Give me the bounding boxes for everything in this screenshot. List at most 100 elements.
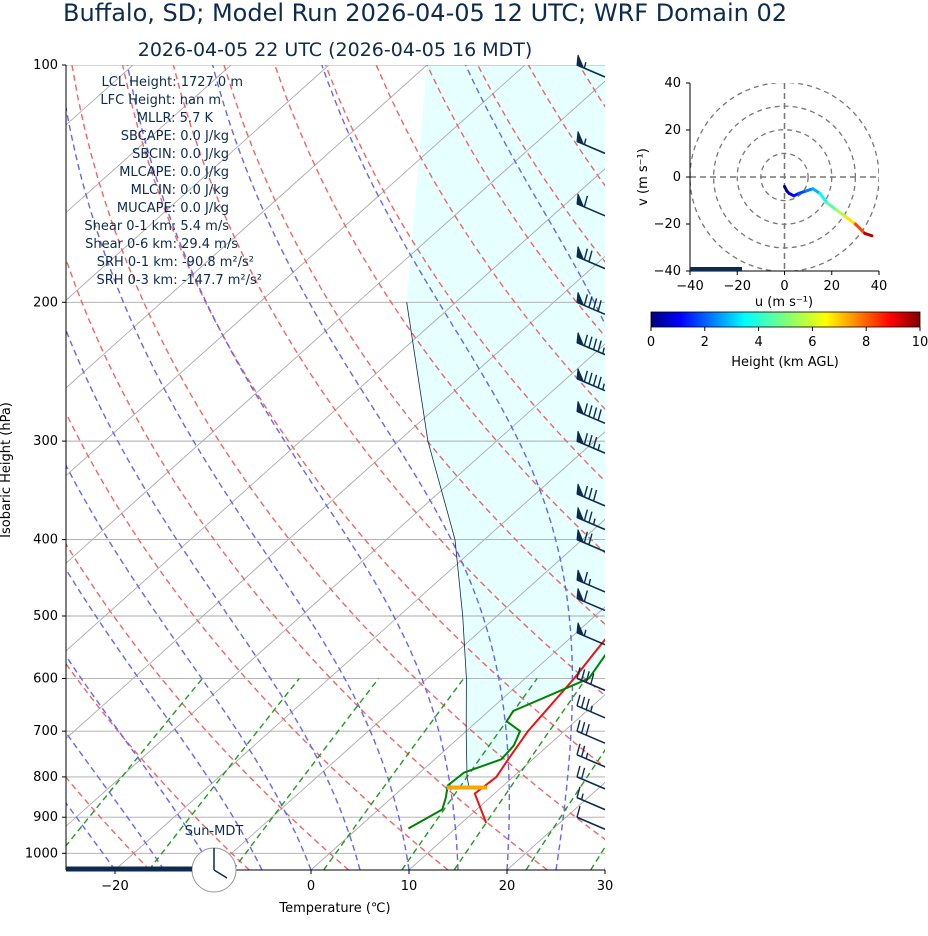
hodograph-trace [783, 184, 874, 238]
skewt-y-axis-label: Isobaric Height (hPa) [0, 402, 14, 538]
moist-adiabat-line [211, 65, 510, 870]
wind-barb [576, 806, 606, 830]
pressure-tick-label: 500 [33, 609, 58, 624]
isotherm-line [66, 65, 428, 389]
pressure-tick-label: 800 [33, 770, 58, 785]
wind-barb [576, 694, 606, 719]
hodograph-v-tick-label: 20 [664, 123, 681, 138]
hodograph-v-tick-label: −40 [654, 264, 681, 279]
hodograph-u-tick-label: −40 [676, 279, 703, 294]
moist-adiabat-line [703, 65, 890, 870]
pressure-tick-label: 100 [33, 58, 58, 73]
dry-adiabat-line [833, 65, 928, 870]
wind-barb [576, 588, 606, 612]
isotherm-line [66, 65, 526, 477]
wind-barb [576, 765, 606, 790]
hodograph-segment [863, 231, 874, 238]
dry-adiabat-line [731, 65, 928, 870]
colorbar-tick-label: 8 [862, 335, 870, 350]
stat-sbcin: SBCIN: 0.0 J/kg [132, 147, 229, 162]
sounding-statistics: LCL Height: 1727.0 m LFC Height: nan m M… [84, 75, 262, 288]
hodograph-u-tick-labels: −40 −20 0 20 40 [676, 271, 887, 294]
wind-barb [576, 368, 606, 392]
moist-adiabat-lines [66, 65, 890, 870]
dry-adiabat-line [71, 65, 605, 841]
hodograph-u-tick-label: −20 [724, 279, 751, 294]
temperature-tick-label: 30 [597, 879, 614, 894]
hodograph-panel: −40 −20 0 20 40 −40 −20 0 20 40 u (m s⁻¹) v (m s… [636, 76, 887, 310]
mixing-ratio-line [590, 845, 605, 870]
stat-mllr: MLLR: 5.7 K [137, 111, 214, 126]
dry-adiabat-line [66, 542, 350, 870]
pressure-tick-label: 600 [33, 671, 58, 686]
wind-barb [576, 401, 606, 425]
pressure-tick-label: 900 [33, 810, 58, 825]
hodograph-segment [834, 208, 848, 219]
wind-barb [576, 483, 606, 507]
moist-adiabat-line [126, 65, 459, 870]
stat-shear-0-6: Shear 0-6 km: 29.4 m/s [85, 237, 238, 252]
dry-adiabat-line [884, 65, 928, 870]
pressure-tick-label: 400 [33, 533, 58, 548]
wind-barb [576, 786, 606, 811]
dry-adiabat-line [66, 257, 548, 870]
dry-adiabat-line [172, 65, 605, 697]
wind-barb-column [576, 54, 606, 830]
wind-barb [576, 131, 606, 155]
skewt-x-axis-label: Temperature (℃) [278, 901, 390, 916]
hodograph-segment [818, 191, 829, 205]
hodograph-y-axis-label: v (m s⁻¹) [636, 148, 651, 206]
chart-title: Buffalo, SD; Model Run 2026-04-05 12 UTC… [63, 0, 787, 27]
colorbar-tick-label: 6 [808, 335, 816, 350]
isotherm-line [66, 65, 330, 301]
isotherm-line [310, 606, 605, 870]
stat-mlcin: MLCIN: 0.0 J/kg [131, 183, 229, 198]
colorbar-tick-label: 4 [754, 335, 762, 350]
pressure-tick-label: 700 [33, 724, 58, 739]
temperature-tick-labels: −20 0 10 20 30 [101, 870, 613, 894]
wind-barb [576, 332, 606, 356]
temperature-profile-line [473, 638, 605, 824]
temperature-tick-label: 0 [307, 879, 315, 894]
stat-srh-0-1: SRH 0-1 km: -90.8 m²/s² [97, 255, 254, 270]
moist-adiabat-line [66, 328, 361, 870]
mixing-ratio-line [323, 677, 465, 870]
temperature-tick-label: −20 [101, 879, 128, 894]
isotherm-line [604, 869, 605, 870]
dry-adiabat-line [324, 65, 605, 483]
stat-lcl-height: LCL Height: 1727.0 m [102, 75, 243, 90]
stat-shear-0-1: Shear 0-1 km: 5.4 m/s [84, 219, 229, 234]
mixing-ratio-line [525, 748, 605, 870]
colorbar-gradient [650, 311, 921, 328]
stat-sbcape: SBCAPE: 0.0 J/kg [121, 129, 229, 144]
stat-mlcape: MLCAPE: 0.0 J/kg [119, 165, 229, 180]
isotherm-line [703, 65, 928, 870]
isotherm-line [66, 343, 605, 827]
hodograph-v-tick-label: −20 [654, 217, 681, 232]
hodograph-x-axis-label: u (m s⁻¹) [755, 295, 813, 310]
wind-barb [576, 667, 606, 692]
stat-srh-0-3: SRH 0-3 km: -147.7 m²/s² [96, 273, 262, 288]
mixing-ratio-line [232, 677, 380, 870]
isotherm-line [114, 431, 605, 870]
mixing-ratio-line [638, 678, 758, 870]
wind-barb [576, 507, 606, 531]
height-colorbar: 0 2 4 6 8 10 Height (km AGL) [647, 311, 928, 370]
wind-barb [576, 430, 606, 454]
mixing-ratio-line [453, 677, 587, 870]
dry-adiabat-line [578, 65, 605, 108]
hodograph-segment [825, 201, 838, 212]
parcel-profile-line [406, 302, 470, 790]
dry-adiabat-line [681, 65, 928, 870]
wind-barb [576, 720, 606, 744]
colorbar-tick-labels: 0 2 4 6 8 10 [647, 327, 928, 350]
moist-adiabat-line [654, 65, 755, 870]
colorbar-tick-label: 0 [647, 335, 655, 350]
isotherm-line [408, 694, 605, 870]
hodograph-u-tick-label: 0 [780, 279, 788, 294]
pressure-tick-label: 1000 [25, 846, 58, 861]
pressure-tick-label: 200 [33, 295, 58, 310]
mixing-ratio-lines [66, 677, 758, 870]
dry-adiabat-line [121, 65, 605, 769]
